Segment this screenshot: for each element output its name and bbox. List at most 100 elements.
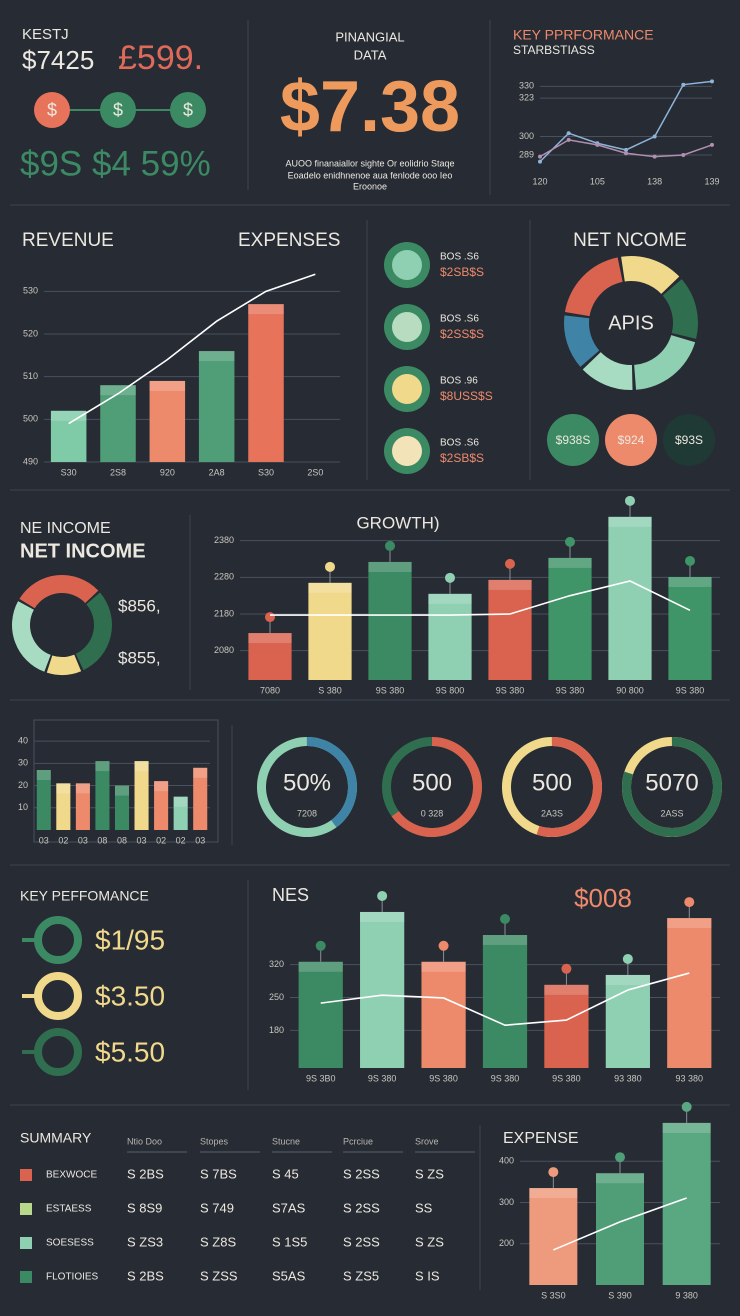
y-tick-label: 490: [23, 456, 38, 466]
table-cell: S ZSS: [200, 1268, 238, 1283]
bar-cap: [308, 582, 352, 593]
list-value: $2SB$S: [440, 451, 484, 465]
marker-dot: [445, 572, 455, 583]
trend-line: [270, 580, 691, 616]
value-circle-label: $93S: [675, 433, 703, 447]
kpi-value: $7425: [22, 45, 94, 75]
y-tick-label: 2380: [214, 535, 234, 545]
x-tick-label: 93 380: [614, 1073, 642, 1083]
line-point: [538, 159, 542, 164]
x-tick-label: 90 800: [616, 685, 644, 695]
bar-cap: [198, 351, 235, 362]
fin-note: AUOO finanaiallor sighte Or eolidrio Sta…: [285, 158, 454, 168]
donut-segment: [662, 279, 699, 339]
ring: [34, 1028, 82, 1076]
line-point: [538, 154, 542, 159]
coin-symbol: $: [113, 100, 123, 120]
line-point: [710, 79, 714, 84]
x-tick-label: 2S8: [110, 467, 126, 477]
marker-dot: [377, 890, 388, 901]
x-tick-label: 93 380: [676, 1073, 704, 1083]
ring: [34, 972, 82, 1020]
kpi-value: £599.: [118, 39, 203, 77]
table-header: Stucne: [272, 1136, 300, 1146]
gauge-fill: [307, 737, 357, 828]
bar-cap: [248, 633, 292, 644]
bar: [154, 781, 169, 830]
list-icon: [392, 250, 422, 280]
chart-subtitle: NE INCOME: [20, 520, 111, 537]
bar-cap: [544, 984, 589, 995]
x-tick-label: 138: [647, 176, 662, 186]
table-header: Stopes: [200, 1136, 229, 1146]
trend-line: [68, 273, 316, 425]
bar-cap: [154, 781, 169, 792]
line-point: [566, 137, 571, 142]
line-point: [681, 82, 686, 87]
marker-dot: [315, 940, 326, 951]
row-swatch: [20, 1169, 32, 1181]
marker-dot: [681, 1101, 692, 1112]
bar-cap: [608, 516, 652, 527]
table-cell: S ZS5: [343, 1268, 379, 1283]
fin-title: DATA: [354, 47, 387, 62]
bar-cap: [56, 783, 71, 794]
row-label: SOESESS: [46, 1238, 94, 1249]
bar-cap: [100, 385, 136, 396]
line-point: [710, 142, 714, 147]
row-swatch: [20, 1203, 32, 1215]
row-label: FLOTIOIES: [46, 1272, 99, 1283]
bar-cap: [193, 767, 208, 778]
fin-note: Eoadelo enidhnenoe aua fenlode ooo Ieo: [288, 170, 453, 180]
coin-symbol: $: [47, 100, 57, 120]
bar-cap: [368, 561, 412, 572]
list-label: BOS .S6: [440, 314, 479, 325]
value-circle-label: $938S: [556, 433, 591, 447]
donut-segment: [563, 315, 600, 367]
bar-cap: [421, 961, 466, 972]
x-tick-label: 02: [58, 835, 68, 845]
coin: [100, 92, 136, 128]
y-tick-label: 323: [519, 92, 534, 102]
x-tick-label: 03: [39, 835, 49, 845]
marker-dot: [548, 1167, 559, 1178]
y-tick-label: 2080: [214, 645, 234, 655]
bar-cap: [50, 410, 87, 421]
table-cell: S7AS: [272, 1200, 306, 1215]
y-tick-label: 20: [18, 780, 28, 790]
x-tick-label: 02: [176, 835, 186, 845]
bar: [529, 1188, 578, 1285]
marker-dot: [505, 558, 515, 569]
list-icon: [392, 312, 422, 342]
x-tick-label: 9S 3B0: [306, 1073, 336, 1083]
x-tick-label: 03: [137, 835, 147, 845]
y-tick-label: 320: [269, 959, 284, 969]
kpi-title: KESTJ: [22, 26, 69, 43]
bar-cap: [529, 1188, 578, 1199]
gauge-text: 500: [412, 769, 452, 796]
bar-cap: [548, 557, 592, 568]
table-cell: S5AS: [272, 1268, 306, 1283]
donut-segment: [582, 352, 633, 391]
bar-cap: [298, 961, 343, 972]
table-header: Srove: [415, 1136, 439, 1146]
bar: [544, 984, 589, 1068]
bar: [360, 911, 405, 1068]
bar-cap: [662, 1122, 711, 1133]
bar: [248, 633, 292, 680]
row-label: ESTAESS: [46, 1204, 92, 1215]
x-tick-label: 920: [160, 467, 175, 477]
marker-dot: [438, 940, 449, 951]
coin-symbol: $: [183, 100, 193, 120]
x-tick-label: 08: [97, 835, 107, 845]
x-tick-label: 2S0: [307, 467, 323, 477]
bar: [482, 934, 528, 1068]
bar: [248, 304, 284, 462]
ring: [34, 916, 82, 964]
x-tick-label: 02: [156, 835, 166, 845]
fin-title: PINANGIAL: [335, 29, 404, 44]
y-tick-label: 40: [18, 735, 28, 745]
row-swatch: [20, 1237, 32, 1249]
bar: [368, 561, 412, 680]
